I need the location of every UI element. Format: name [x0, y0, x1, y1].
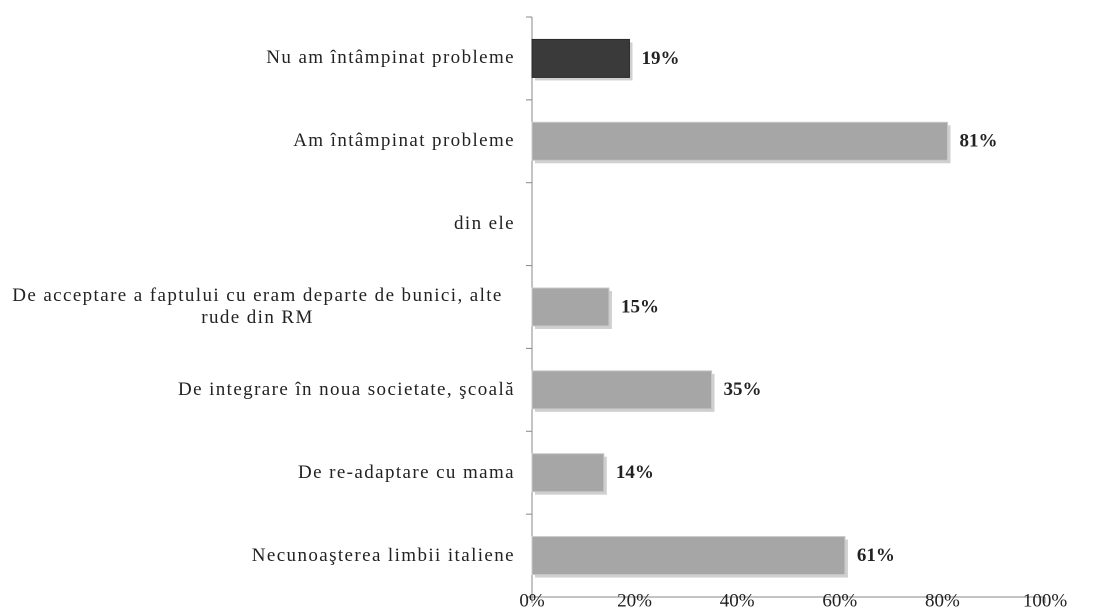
- y-tick-label: Necunoaşterea limbii italiene: [251, 544, 515, 566]
- data-label: 61%: [857, 545, 895, 566]
- x-tick-label: 40%: [720, 590, 755, 611]
- bar: [531, 287, 610, 327]
- y-tick-label: Nu am întâmpinat probleme: [266, 47, 515, 69]
- data-label: 14%: [616, 462, 654, 483]
- data-label: 19%: [641, 48, 679, 69]
- y-tick-label: Am întâmpinat probleme: [293, 130, 515, 152]
- data-label: 15%: [621, 296, 659, 317]
- x-tick-label: 60%: [822, 590, 857, 611]
- y-tick-label: De integrare în noua societate, şcoală: [177, 378, 515, 400]
- bar: [531, 38, 630, 78]
- y-tick-label: De re-adaptare cu mama: [298, 461, 515, 483]
- y-tick-label: din ele: [454, 213, 515, 235]
- x-tick-label: 0%: [519, 590, 545, 611]
- data-label: 81%: [960, 131, 998, 152]
- x-tick-label: 100%: [1023, 590, 1068, 611]
- bar: [531, 453, 605, 493]
- y-tick-label: De acceptare a faptului cu eram departe …: [12, 285, 503, 328]
- bar: [531, 121, 949, 161]
- data-label: 35%: [724, 379, 762, 400]
- bar: [531, 536, 846, 576]
- x-tick-label: 80%: [925, 590, 960, 611]
- bar: [531, 370, 713, 410]
- x-tick-label: 20%: [617, 590, 652, 611]
